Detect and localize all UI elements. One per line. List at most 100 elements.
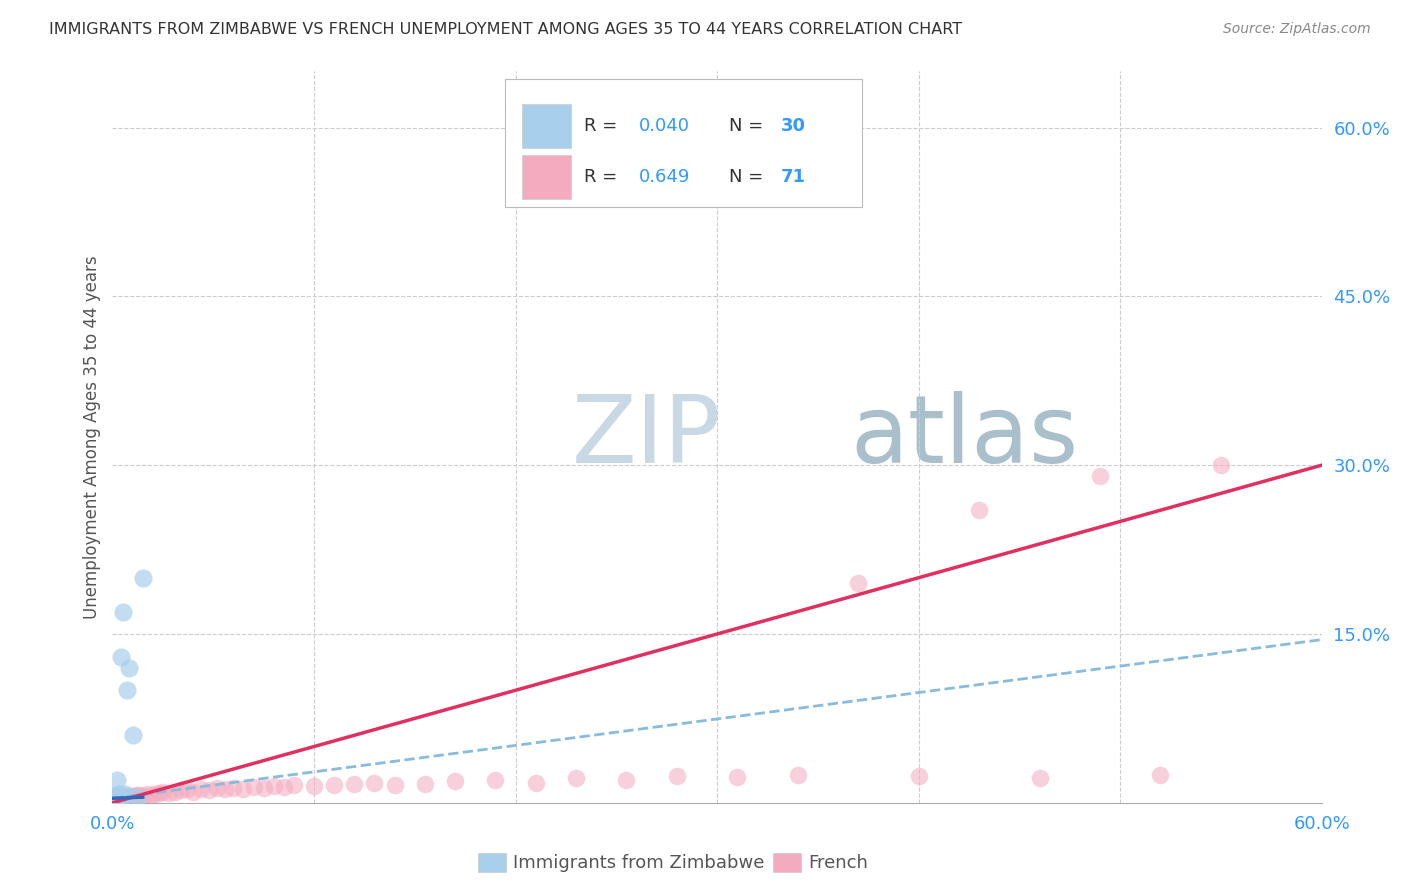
Point [111,790,134,805]
Point [181,784,204,798]
Point [103,793,125,807]
Point [128,788,150,802]
Point [444,774,467,789]
Text: N =: N = [730,117,769,136]
Point [110,791,132,805]
Point [114,790,136,805]
Point [524,775,547,789]
Point [110,791,132,805]
Point [107,792,129,806]
Text: ZIP: ZIP [572,391,721,483]
Point [110,790,132,805]
Point [103,790,125,805]
Point [152,784,174,798]
Point [111,789,134,803]
Point [105,792,128,806]
Text: 0.649: 0.649 [638,169,690,186]
Point [111,605,134,619]
Point [103,790,125,805]
Text: atlas: atlas [851,391,1078,483]
Point [103,792,125,806]
Point [263,779,285,793]
Point [323,778,346,792]
Point [148,786,170,800]
Text: 71: 71 [782,169,806,186]
FancyBboxPatch shape [523,104,571,148]
Point [103,795,125,809]
Point [283,778,305,792]
Point [1088,469,1111,483]
Point [117,661,139,675]
Point [132,789,155,803]
Text: R =: R = [583,117,623,136]
Point [103,790,125,805]
Point [214,782,236,797]
Point [111,791,134,805]
Point [105,788,128,802]
Point [207,781,229,796]
Point [484,773,506,788]
Text: Immigrants from Zimbabwe: Immigrants from Zimbabwe [513,854,765,871]
Point [302,779,325,793]
FancyBboxPatch shape [506,78,862,207]
Point [413,777,436,791]
FancyBboxPatch shape [523,155,571,200]
Point [103,792,125,806]
Point [190,782,212,797]
Point [103,791,125,805]
Point [124,789,146,803]
Point [343,777,366,791]
Point [725,770,748,784]
Point [103,791,125,805]
Point [253,781,276,796]
Text: R =: R = [583,169,623,186]
Point [242,780,264,794]
Point [665,769,688,783]
Text: French: French [808,854,869,871]
Point [1028,771,1050,785]
Point [1149,767,1171,781]
Point [107,792,129,806]
Point [222,781,245,796]
Point [103,792,125,806]
Point [176,782,198,797]
Point [110,649,132,664]
Point [143,787,166,801]
Point [135,787,157,801]
Point [103,792,125,806]
Point [117,790,139,805]
Point [103,791,125,805]
Point [125,788,148,802]
Point [163,784,186,798]
Point [103,791,125,805]
Point [125,790,148,805]
Point [105,791,128,805]
Point [105,773,128,788]
Point [114,787,136,801]
Point [103,793,125,807]
Point [132,571,155,585]
Point [107,791,129,805]
Point [105,789,128,803]
Point [115,683,138,698]
Point [103,793,125,807]
Point [967,503,990,517]
Point [170,783,193,797]
Point [103,790,125,805]
Point [103,789,125,803]
Text: 0.040: 0.040 [638,117,689,136]
Point [103,789,125,803]
Point [107,790,129,805]
Text: N =: N = [730,169,769,186]
Point [157,786,180,800]
Text: IMMIGRANTS FROM ZIMBABWE VS FRENCH UNEMPLOYMENT AMONG AGES 35 TO 44 YEARS CORREL: IMMIGRANTS FROM ZIMBABWE VS FRENCH UNEMP… [49,22,962,37]
Point [105,790,128,805]
Point [139,788,162,802]
Point [103,791,125,805]
Point [273,780,295,794]
Point [232,782,254,797]
Point [105,792,128,806]
Point [384,778,406,792]
Point [614,773,637,788]
Point [105,791,128,805]
